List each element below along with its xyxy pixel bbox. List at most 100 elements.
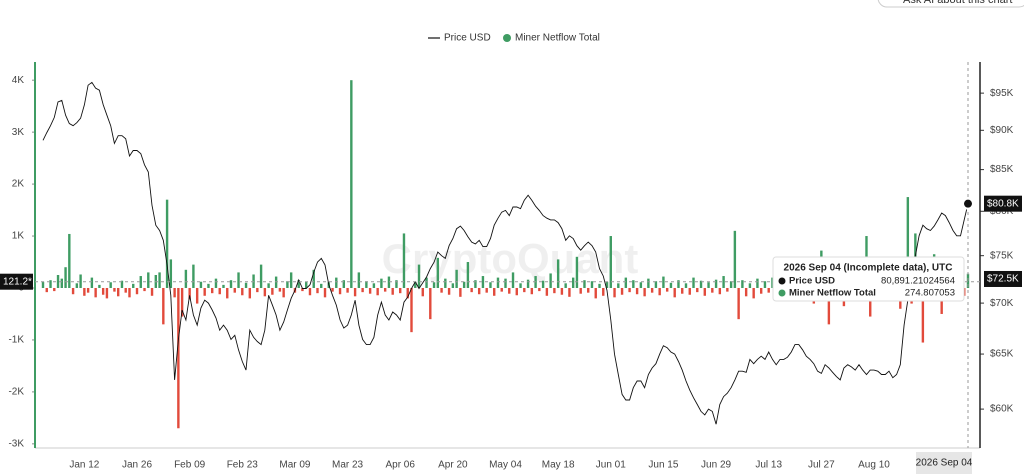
legend-label[interactable]: Miner Netflow Total: [515, 33, 600, 44]
legend-label[interactable]: Price USD: [444, 33, 491, 44]
bar: [869, 287, 872, 317]
x-tick-label: Feb 23: [227, 460, 259, 471]
bar: [699, 280, 703, 288]
bar: [83, 287, 86, 296]
bar: [169, 259, 173, 288]
bar: [504, 278, 507, 288]
bar: [733, 230, 737, 288]
bar: [827, 287, 831, 325]
x-tick-label: Jan 26: [122, 460, 152, 471]
bar: [688, 287, 691, 295]
bar: [267, 283, 270, 288]
y-tick-label: 4K: [12, 75, 25, 86]
bar: [466, 262, 470, 288]
bar: [444, 278, 447, 288]
crosshair-x-label: 2026 Sep 04: [916, 458, 973, 469]
bar: [752, 287, 755, 299]
bar: [353, 287, 357, 297]
crosshair-x-box: [916, 452, 972, 474]
bar: [729, 281, 733, 288]
bar: [511, 272, 515, 288]
y-tick-label: -2K: [8, 387, 24, 398]
bar: [703, 287, 706, 296]
bar: [278, 287, 282, 292]
bar: [440, 287, 443, 293]
bar: [165, 199, 169, 288]
bar: [139, 276, 142, 288]
bar: [692, 277, 695, 288]
bar: [248, 287, 252, 299]
bar: [320, 283, 323, 288]
bar: [741, 280, 744, 288]
bar: [312, 269, 315, 288]
bar: [218, 287, 221, 295]
bar: [598, 283, 601, 288]
bar: [594, 287, 597, 299]
bar: [617, 283, 620, 288]
price-last-label: $80.8K: [987, 198, 1019, 209]
tooltip-name: Miner Netflow Total: [789, 288, 876, 299]
bar: [436, 257, 440, 288]
bar: [425, 277, 428, 288]
bar: [673, 287, 676, 298]
y-tick-label: 3K: [12, 127, 25, 138]
x-tick-label: Aug 10: [858, 460, 890, 471]
bar: [226, 287, 229, 299]
y-tick-label: -3K: [8, 438, 24, 449]
bar: [722, 276, 725, 288]
bar: [90, 277, 94, 288]
bar: [556, 259, 560, 288]
bar: [297, 280, 300, 288]
bar: [256, 287, 259, 293]
legend-dot: [503, 34, 511, 42]
bar: [68, 233, 71, 288]
bar: [120, 280, 124, 288]
x-tick-label: May 04: [489, 460, 522, 471]
bar: [696, 287, 699, 293]
bar: [45, 287, 48, 293]
bar: [447, 287, 451, 295]
bar: [564, 283, 567, 288]
x-tick-label: Apr 06: [385, 460, 415, 471]
bar: [718, 287, 722, 295]
bar: [124, 287, 127, 293]
bar: [56, 275, 60, 288]
x-tick-label: Mar 23: [332, 460, 364, 471]
bar: [526, 279, 530, 288]
bar: [180, 287, 184, 317]
bar: [771, 277, 774, 288]
bar: [289, 272, 293, 288]
bar: [568, 287, 571, 297]
bar: [361, 287, 364, 293]
bar: [237, 272, 240, 288]
ask-ai-label[interactable]: Ask AI about this chart: [903, 0, 1012, 6]
bar: [609, 236, 612, 288]
bar: [639, 282, 643, 288]
bar: [188, 287, 191, 300]
bar: [41, 281, 45, 288]
bar: [98, 284, 101, 288]
bar: [575, 256, 579, 288]
bar: [635, 287, 639, 295]
bar: [64, 267, 67, 288]
x-tick-label: Jul 13: [755, 460, 782, 471]
bar: [158, 272, 161, 288]
crosshair-y2-box: [984, 270, 1022, 287]
bar: [372, 283, 376, 288]
x-tick-label: Jan 12: [69, 460, 99, 471]
x-tick-label: Jun 15: [648, 460, 678, 471]
bar: [346, 287, 349, 293]
bar: [199, 281, 203, 288]
ask-ai-button[interactable]: [877, 0, 1024, 8]
tooltip-title: 2026 Sep 04 (Incomplete data), UTC: [784, 263, 953, 274]
bar: [763, 281, 767, 288]
price-marker: [962, 197, 974, 210]
y-tick-label: -1K: [8, 335, 24, 346]
bar: [105, 287, 109, 299]
bar: [323, 287, 327, 298]
bar: [150, 287, 154, 296]
bar: [259, 264, 263, 288]
bar: [767, 287, 770, 293]
